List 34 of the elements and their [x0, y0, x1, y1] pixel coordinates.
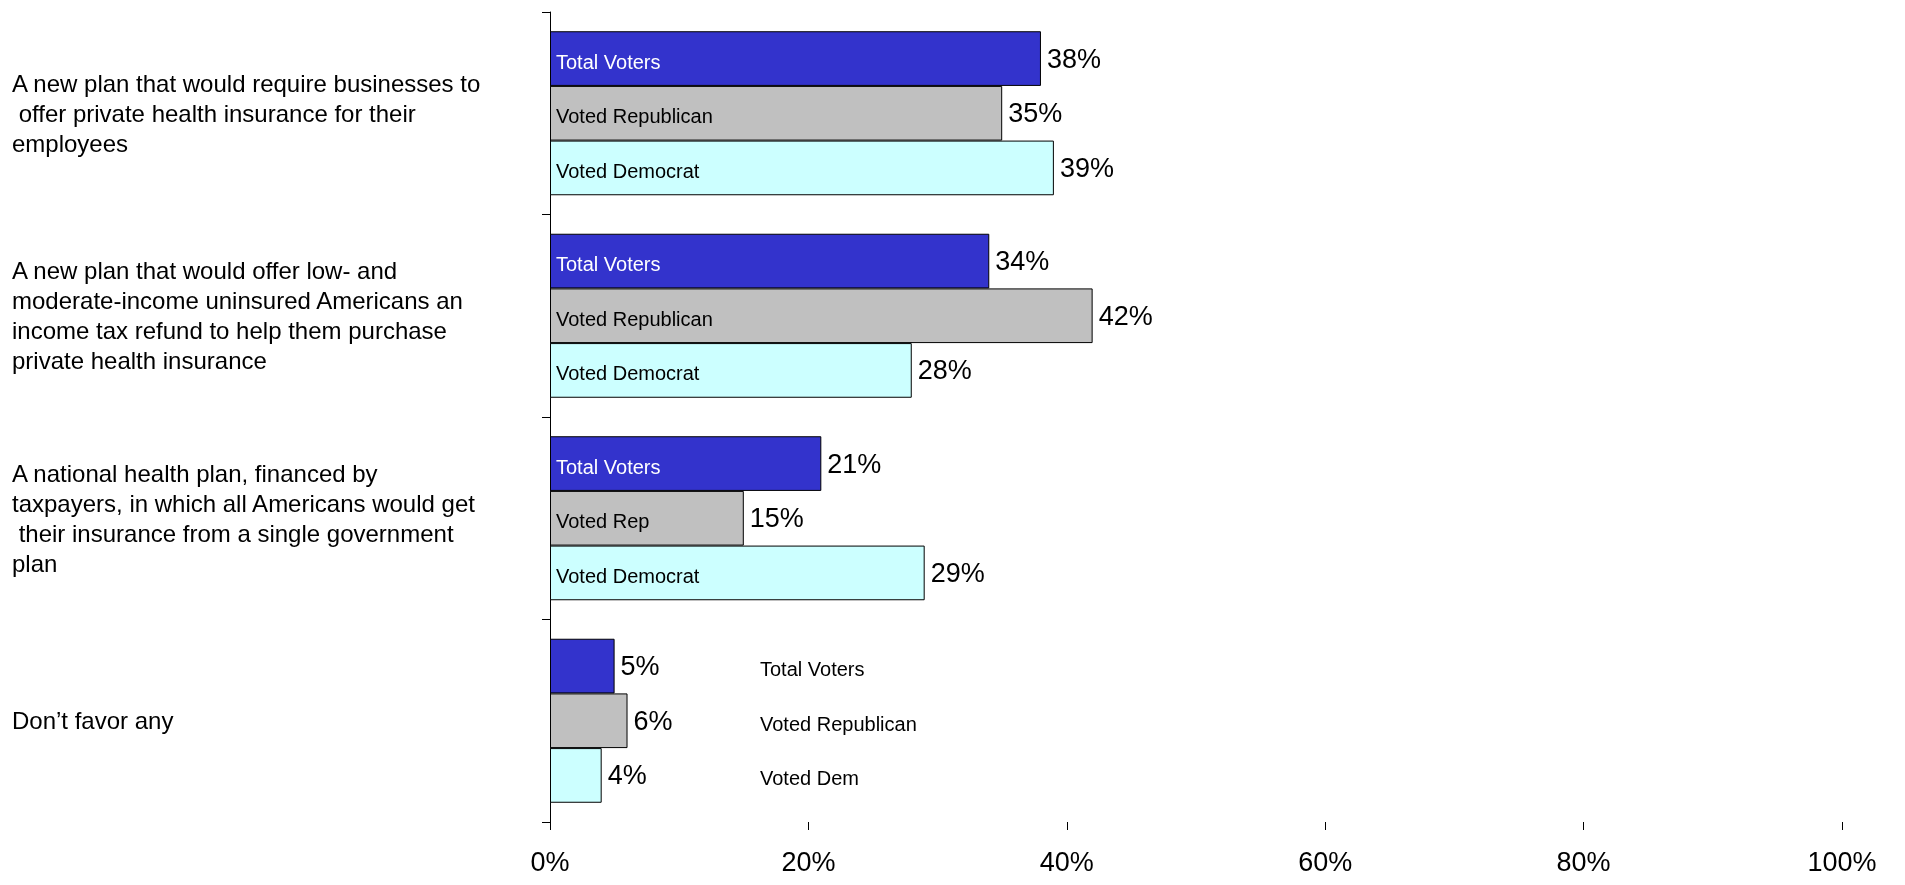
data-label: 28%	[917, 355, 972, 386]
data-label: 15%	[749, 503, 804, 534]
annotation: Voted Democrat	[556, 564, 700, 587]
x-tick-label: 100%	[1807, 846, 1877, 877]
annotation: Total Voters	[760, 658, 865, 681]
data-label: 39%	[1059, 152, 1114, 183]
annotation: Total Voters	[556, 50, 661, 73]
data-label: 21%	[827, 448, 882, 479]
y-tick-label: Don’t favor any	[12, 707, 174, 735]
annotation: Voted Republican	[760, 712, 917, 735]
x-tick-label: 40%	[1039, 846, 1094, 877]
annotation: Voted Democrat	[556, 159, 700, 182]
y-tick-label: A new plan that would offer low- and moderate-income uninsured Americans an income tax refund to help them purchase private health insurance	[12, 257, 470, 375]
data-label: 34%	[995, 246, 1050, 277]
x-tick-label: 80%	[1556, 846, 1611, 877]
annotation: Voted Dem	[760, 767, 859, 790]
data-label: 38%	[1046, 43, 1102, 74]
annotation: Total Voters	[556, 455, 661, 478]
x-tick-label: 60%	[1298, 846, 1353, 877]
data-label: 5%	[620, 651, 660, 682]
annotation: Voted Democrat	[556, 362, 700, 385]
annotation: Total Voters	[556, 253, 661, 276]
data-label: 35%	[1008, 98, 1063, 129]
annotation: Voted Republican	[556, 105, 713, 128]
data-label: 29%	[930, 557, 985, 588]
data-label: 4%	[607, 760, 647, 791]
data-label: 6%	[633, 705, 673, 736]
y-tick-label: A national health plan, financed by taxpayers, in which all Americans would get their insurance from a single government plan	[12, 459, 476, 577]
data-label: 42%	[1098, 300, 1153, 331]
annotation: Voted Republican	[556, 307, 713, 330]
x-tick-label: 20%	[781, 846, 836, 877]
annotation: Voted Rep	[556, 510, 650, 533]
x-tick-label: 0%	[530, 846, 570, 877]
y-tick-label: A new plan that would require businesses to offer private health insurance for their employees	[12, 69, 481, 157]
